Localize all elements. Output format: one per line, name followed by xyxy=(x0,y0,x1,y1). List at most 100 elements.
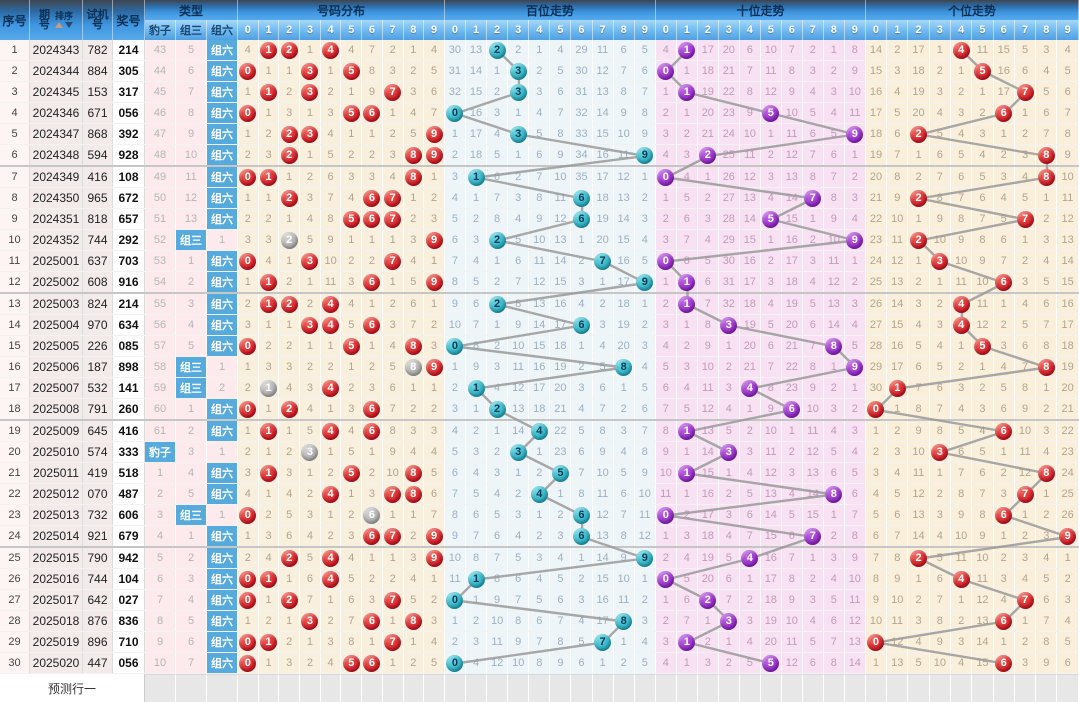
cell-digit: 3 xyxy=(760,167,782,187)
prediction-cell[interactable] xyxy=(908,674,930,702)
number-ball: 4 xyxy=(322,41,340,59)
prediction-cell[interactable] xyxy=(362,674,383,702)
cell-digit: 6 xyxy=(823,145,845,165)
cell-digit: 4 xyxy=(951,40,973,60)
cell-digit: 1 xyxy=(341,484,363,504)
prediction-cell[interactable] xyxy=(529,674,551,702)
cell-test-number: 791 xyxy=(83,399,113,419)
cell-digit: 18 xyxy=(550,336,572,356)
cell-digit: 1 xyxy=(487,61,509,81)
cell-digit: 12 xyxy=(487,653,509,673)
prediction-cell[interactable] xyxy=(207,674,238,702)
prediction-cell[interactable] xyxy=(592,674,614,702)
cell-digit: 8 xyxy=(929,188,951,208)
cell-digit: 3 xyxy=(444,167,466,187)
prediction-cell[interactable] xyxy=(929,674,951,702)
cell-digit: 2 xyxy=(487,442,509,462)
prediction-cell[interactable] xyxy=(655,674,677,702)
prize-digit-ball: 5 xyxy=(973,337,991,355)
cell-digit: 7 xyxy=(382,209,404,229)
prediction-cell[interactable] xyxy=(697,674,719,702)
prediction-cell[interactable] xyxy=(781,674,803,702)
prediction-cell[interactable] xyxy=(972,674,994,702)
cell-digit: 15 xyxy=(529,336,551,356)
prediction-cell[interactable] xyxy=(887,674,909,702)
cell-digit: 1 xyxy=(1014,505,1037,525)
sort-desc-icon[interactable] xyxy=(64,22,73,28)
cell-digit: 9 xyxy=(844,548,866,568)
cell-period: 2024352 xyxy=(30,230,83,250)
cell-digit: 4 xyxy=(320,294,342,314)
prediction-cell[interactable] xyxy=(718,674,740,702)
cell-digit: 11 xyxy=(739,145,761,165)
prediction-cell[interactable] xyxy=(279,674,301,702)
prediction-cell[interactable] xyxy=(300,674,321,702)
cell-type-baozi: 3 xyxy=(145,505,176,525)
prediction-cell[interactable] xyxy=(238,674,259,702)
prediction-cell[interactable] xyxy=(403,674,425,702)
prediction-cell[interactable] xyxy=(487,674,509,702)
prediction-cell[interactable] xyxy=(382,674,404,702)
prediction-cell[interactable] xyxy=(145,674,176,702)
cell-digit: 1 xyxy=(362,336,383,356)
prediction-cell[interactable] xyxy=(550,674,572,702)
header-units-trend: 个位走势 xyxy=(866,0,1079,20)
cell-digit: 20 xyxy=(865,167,888,187)
cell-test-number: 868 xyxy=(83,124,113,144)
prediction-cell[interactable] xyxy=(865,674,888,702)
cell-digit: 4 xyxy=(739,632,761,652)
prediction-cell[interactable] xyxy=(176,674,207,702)
cell-digit: 1 xyxy=(993,632,1015,652)
cell-prize-number: 141 xyxy=(113,378,145,398)
prediction-cell[interactable] xyxy=(1014,674,1037,702)
prediction-cell[interactable] xyxy=(1057,674,1079,702)
number-ball: 8 xyxy=(404,612,422,630)
cell-digit: 4 xyxy=(676,378,698,398)
prize-digit-ball: 1 xyxy=(467,379,485,397)
prediction-cell[interactable] xyxy=(676,674,698,702)
prediction-cell[interactable] xyxy=(508,674,530,702)
prediction-cell[interactable] xyxy=(613,674,635,702)
prediction-cell[interactable] xyxy=(258,674,280,702)
header-test-number: 试机号 xyxy=(83,0,113,40)
cell-digit: 4 xyxy=(508,526,530,546)
cell-digit: 3 xyxy=(238,230,259,250)
prediction-cell[interactable] xyxy=(444,674,466,702)
number-ball: 2 xyxy=(280,295,298,313)
cell-digit: 6 xyxy=(571,315,593,335)
cell-digit: 6 xyxy=(465,294,488,314)
prediction-cell[interactable] xyxy=(320,674,342,702)
cell-digit: 4 xyxy=(951,653,973,673)
cell-digit: 11 xyxy=(634,505,656,525)
prediction-cell[interactable] xyxy=(823,674,845,702)
prediction-cell[interactable] xyxy=(571,674,593,702)
sort-asc-icon[interactable] xyxy=(54,22,63,28)
prize-digit-ball: 6 xyxy=(995,612,1013,630)
cell-digit: 14 xyxy=(508,421,530,441)
cell-digit: 1 xyxy=(1036,378,1058,398)
prediction-cell[interactable] xyxy=(465,674,488,702)
prediction-cell[interactable] xyxy=(993,674,1015,702)
prediction-cell[interactable] xyxy=(844,674,866,702)
cell-digit: 1 xyxy=(929,272,951,292)
cell-digit: 20 xyxy=(592,230,614,250)
prediction-cell[interactable] xyxy=(802,674,824,702)
header-period[interactable]: 期号 排序 xyxy=(30,0,83,40)
cell-digit: 1 xyxy=(320,505,342,525)
column-header-digit: 8 xyxy=(1036,20,1058,40)
cell-digit: 4 xyxy=(908,632,930,652)
sort-control[interactable]: 排序 xyxy=(54,12,73,28)
prediction-cell[interactable] xyxy=(760,674,782,702)
cell-digit: 6 xyxy=(341,590,363,610)
prediction-cell[interactable] xyxy=(341,674,363,702)
prediction-cell[interactable] xyxy=(424,674,445,702)
cell-digit: 6 xyxy=(465,505,488,525)
prediction-cell[interactable] xyxy=(1036,674,1058,702)
cell-digit: 3 xyxy=(697,209,719,229)
prediction-cell[interactable] xyxy=(634,674,656,702)
prediction-cell[interactable] xyxy=(951,674,973,702)
cell-digit: 1 xyxy=(972,357,994,377)
prediction-cell[interactable] xyxy=(739,674,761,702)
cell-serial: 19 xyxy=(0,421,30,441)
column-header-digit: 6 xyxy=(362,20,383,40)
